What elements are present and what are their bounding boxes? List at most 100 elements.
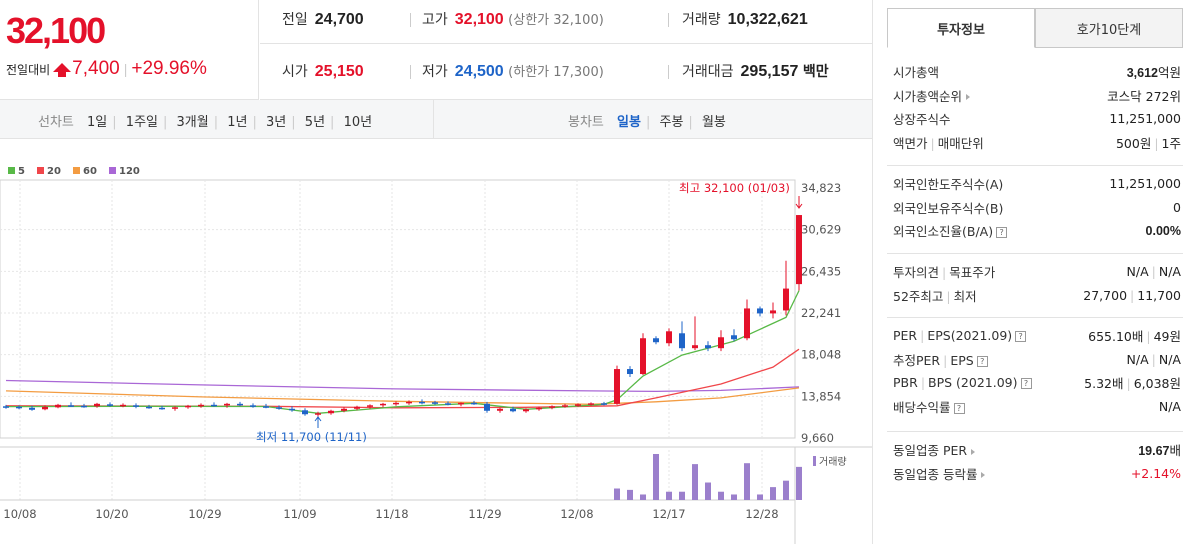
help-icon[interactable]: ?: [976, 355, 988, 367]
candle-body: [146, 406, 152, 409]
invest-row-key: 액면가 | 매매단위: [893, 135, 984, 151]
invest-row-label: 시가총액순위: [893, 88, 963, 104]
invest-tabs: 투자정보 호가10단계: [887, 8, 1183, 48]
invest-row-value: N/A: [1158, 398, 1181, 414]
candle-body: [406, 401, 412, 404]
invest-row-key: 상장주식수: [893, 109, 951, 128]
invest-row-key: PBR | BPS (2021.09)?: [893, 375, 1032, 390]
candle-body: [289, 408, 295, 411]
candle-body: [653, 338, 659, 343]
min-price-label: 최저 11,700 (11/11): [256, 430, 367, 444]
candlestick-chart: 34,823 30,629 26,435 22,241 18,048 13,854 9,66…: [0, 166, 872, 544]
y-tick-label: 9,660: [801, 431, 834, 445]
arrow-right-icon[interactable]: [981, 472, 986, 479]
candle-body: [419, 401, 425, 404]
separator: |: [123, 61, 128, 77]
invest-row-value: 0: [1173, 199, 1181, 215]
help-icon[interactable]: ?: [1015, 331, 1027, 343]
change-label: 전일대비: [6, 62, 51, 77]
volume-bar: [666, 491, 672, 500]
divider: [410, 65, 411, 79]
help-icon[interactable]: ?: [953, 402, 965, 414]
candle-daily[interactable]: 일봉: [617, 115, 641, 130]
invest-row: 투자의견 | 목표주가 N/A | N/A: [893, 260, 1181, 284]
candle-weekly[interactable]: 주봉: [659, 115, 684, 130]
period-1d[interactable]: 1일: [87, 115, 108, 130]
max-price-label: 최고 32,100 (01/03): [679, 181, 790, 195]
invest-row-value: 19.67: [1138, 444, 1170, 459]
candle-body: [172, 407, 178, 409]
help-icon[interactable]: ?: [996, 227, 1008, 239]
summary-row-1: 전일 24,700 고가 32,100 (상한가 32,100) 거래량 10,322…: [260, 0, 872, 44]
volume-label: 거래량: [819, 456, 847, 468]
invest-group-1: 시가총액 3,612억원 시가총액순위 코스닥 272위 상장주식수 11,251,000…: [893, 60, 1181, 154]
invest-row: 추정PER | EPS? N/A | N/A: [893, 348, 1181, 372]
period-1w[interactable]: 1주일: [125, 115, 158, 130]
invest-row-label: 액면가: [893, 135, 928, 151]
candle-body: [783, 288, 789, 311]
prev-close: 전일 24,700: [282, 11, 364, 28]
invest-row: 52주최고 | 최저 27,700 | 11,700: [893, 284, 1181, 308]
legend-swatch: [109, 167, 116, 174]
invest-row-key: 투자의견 | 목표주가: [893, 265, 996, 281]
candle-body: [770, 310, 776, 314]
candle-body: [198, 404, 204, 407]
invest-row-value: 11,251,000: [1109, 111, 1181, 127]
candle-body: [744, 308, 750, 339]
invest-row-key: 동일업종 등락률: [893, 464, 986, 483]
help-icon[interactable]: ?: [1020, 378, 1032, 390]
invest-row-value: N/A: [1126, 351, 1149, 367]
invest-row: 동일업종 등락률 +2.14%: [893, 462, 1181, 486]
candle-body: [666, 331, 672, 344]
period-10y[interactable]: 10년: [343, 115, 373, 130]
invest-row: 시가총액 3,612억원: [893, 60, 1181, 84]
plot-frame: [0, 179, 796, 439]
arrow-right-icon[interactable]: [966, 94, 971, 101]
y-tick-label: 22,241: [801, 306, 841, 320]
candle-body: [393, 402, 399, 405]
divider: [410, 13, 411, 27]
tab-order-book[interactable]: 호가10단계: [1035, 8, 1183, 48]
period-3m[interactable]: 3개월: [176, 115, 209, 130]
invest-row-label: 52주최고: [893, 288, 944, 304]
candle-body: [237, 403, 243, 406]
volume-bar: [744, 463, 750, 500]
price-summary: 전일 24,700 고가 32,100 (상한가 32,100) 거래량 10,322…: [260, 0, 872, 100]
invest-panel: 투자정보 호가10단계 시가총액 3,612억원 시가총액순위 코스닥 272위 상장주…: [872, 0, 1191, 544]
candle-monthly[interactable]: 월봉: [701, 115, 726, 130]
candle-body: [432, 402, 438, 404]
invest-row: 액면가 | 매매단위 500원 | 1주: [893, 131, 1181, 155]
arrow-right-icon[interactable]: [971, 448, 976, 455]
invest-row-label: 상장주식수: [893, 112, 951, 128]
invest-row-value: 5.32배: [1084, 376, 1124, 392]
invest-row-label-2: EPS(2021.09): [927, 328, 1013, 344]
invest-row-val: 3,612억원: [1127, 62, 1181, 81]
candle-body: [107, 404, 113, 406]
invest-row-label-2: EPS: [950, 352, 974, 368]
legend-swatch: [37, 167, 44, 174]
group-divider: [887, 431, 1183, 432]
toolbar-divider: [433, 100, 434, 139]
candle-body: [588, 403, 594, 405]
period-3y[interactable]: 3년: [266, 115, 287, 130]
y-tick-label: 34,823: [801, 181, 841, 195]
candle-body: [679, 333, 685, 349]
period-1y[interactable]: 1년: [227, 115, 248, 130]
candle-body: [55, 404, 61, 408]
invest-row-label: PER: [893, 328, 918, 344]
candle-body: [445, 403, 451, 405]
x-tick-label: 10/29: [188, 507, 221, 521]
volume-bar: [653, 454, 659, 500]
tab-invest-info[interactable]: 투자정보: [887, 8, 1035, 48]
volume-bar: [614, 488, 620, 500]
candle-body: [68, 405, 74, 407]
candle-body: [263, 406, 269, 408]
period-5y[interactable]: 5년: [304, 115, 326, 130]
invest-row-value: N/A: [1126, 264, 1149, 280]
invest-row: 배당수익률? N/A: [893, 395, 1181, 419]
invest-row-val: 500원 | 1주: [1115, 135, 1181, 151]
invest-row-val: N/A | N/A: [1126, 264, 1181, 280]
invest-row-val: 11,251,000: [1109, 111, 1181, 126]
x-tick-label: 12/17: [652, 507, 685, 521]
invest-row-value: +2.14%: [1130, 465, 1181, 481]
